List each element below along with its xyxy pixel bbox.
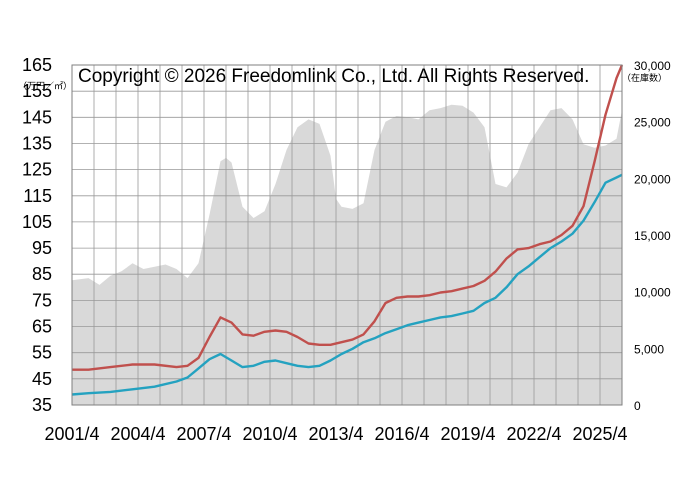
x-tick-label: 2010/4: [242, 424, 297, 444]
x-tick-label: 2001/4: [44, 424, 99, 444]
right-axis-unit: （在庫数）: [622, 72, 667, 84]
series-line-layer: [71, 64, 624, 396]
y-left-tick-label: 135: [22, 134, 52, 154]
x-tick-label: 2013/4: [308, 424, 363, 444]
y-left-tick-label: 155: [22, 81, 52, 101]
y-left-tick-label: 165: [22, 55, 52, 75]
y-right-tick-label: 5,000: [634, 342, 664, 356]
y-left-tick-label: 35: [32, 395, 52, 415]
y-right-tick-label: 15,000: [634, 229, 671, 243]
red-line-series: [72, 64, 624, 371]
plot-border: [71, 64, 623, 406]
copyright-notice: Copyright © 2026 Freedomlink Co., Ltd. A…: [78, 66, 589, 87]
y-left-tick-label: 95: [32, 238, 52, 258]
y-left-tick-label: 85: [32, 264, 52, 284]
y-left-tick-label: 65: [32, 317, 52, 337]
x-tick-label: 2022/4: [506, 424, 561, 444]
y-right-tick-label: 25,000: [634, 116, 671, 130]
inventory-area: [72, 104, 622, 405]
left-axis-unit: （万円／㎡）: [18, 81, 72, 92]
x-tick-label: 2025/4: [572, 424, 627, 444]
axis-layer: [71, 64, 623, 406]
y-left-tick-label: 115: [23, 186, 52, 206]
y-right-tick-label: 0: [634, 399, 641, 413]
x-tick-label: 2019/4: [440, 424, 495, 444]
y-left-tick-label: 75: [32, 290, 52, 310]
y-right-tick-label: 10,000: [634, 286, 671, 300]
x-tick-label: 2016/4: [374, 424, 429, 444]
inventory-area-layer: [72, 104, 622, 405]
tick-label-layer: 35 45 55 65 75 85 95 105 115 125 135 145 155 165 0 5,00…: [22, 55, 671, 444]
y-left-tick-label: 145: [22, 107, 52, 127]
y-right-tick-label: 30,000: [634, 59, 671, 73]
y-right-tick-label: 20,000: [634, 172, 671, 186]
teal-line-series: [71, 173, 623, 396]
y-left-tick-label: 105: [22, 212, 52, 232]
y-left-tick-label: 55: [32, 343, 52, 363]
x-tick-label: 2004/4: [110, 424, 165, 444]
y-left-tick-label: 125: [22, 160, 52, 180]
y-left-tick-label: 45: [32, 369, 52, 389]
x-tick-label: 2007/4: [176, 424, 231, 444]
